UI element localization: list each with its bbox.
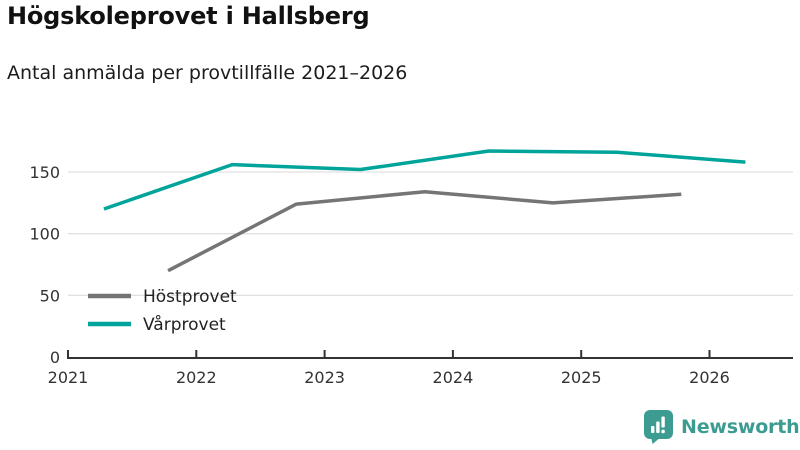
x-axis-label-2024: 2024 [433, 368, 474, 387]
legend-label-hostprovet: Höstprovet [143, 287, 237, 307]
page-title: Högskoleprovet i Hallsberg [7, 2, 370, 30]
y-axis-label-50: 50 [40, 286, 60, 305]
newsworthy-logo-icon [644, 410, 673, 444]
brand-footer: Newsworthy [643, 409, 800, 445]
varprovet-line [103, 149, 746, 211]
x-axis-label-2022: 2022 [176, 368, 217, 387]
x-axis-label-2025: 2025 [561, 368, 602, 387]
x-axis-label-2026: 2026 [689, 368, 730, 387]
y-axis-label-150: 150 [29, 163, 60, 182]
hostprovet-line [167, 189, 682, 273]
chart-subtitle: Antal anmälda per provtillfälle 2021–202… [7, 62, 408, 84]
x-axis-label-2021: 2021 [48, 368, 89, 387]
newsworthy-logo-text: Newsworthy [681, 416, 800, 438]
y-axis-label-100: 100 [29, 225, 60, 244]
x-axis-label-2023: 2023 [304, 368, 345, 387]
y-axis-label-0: 0 [50, 348, 60, 367]
legend-label-varprovet: Vårprovet [143, 314, 226, 335]
